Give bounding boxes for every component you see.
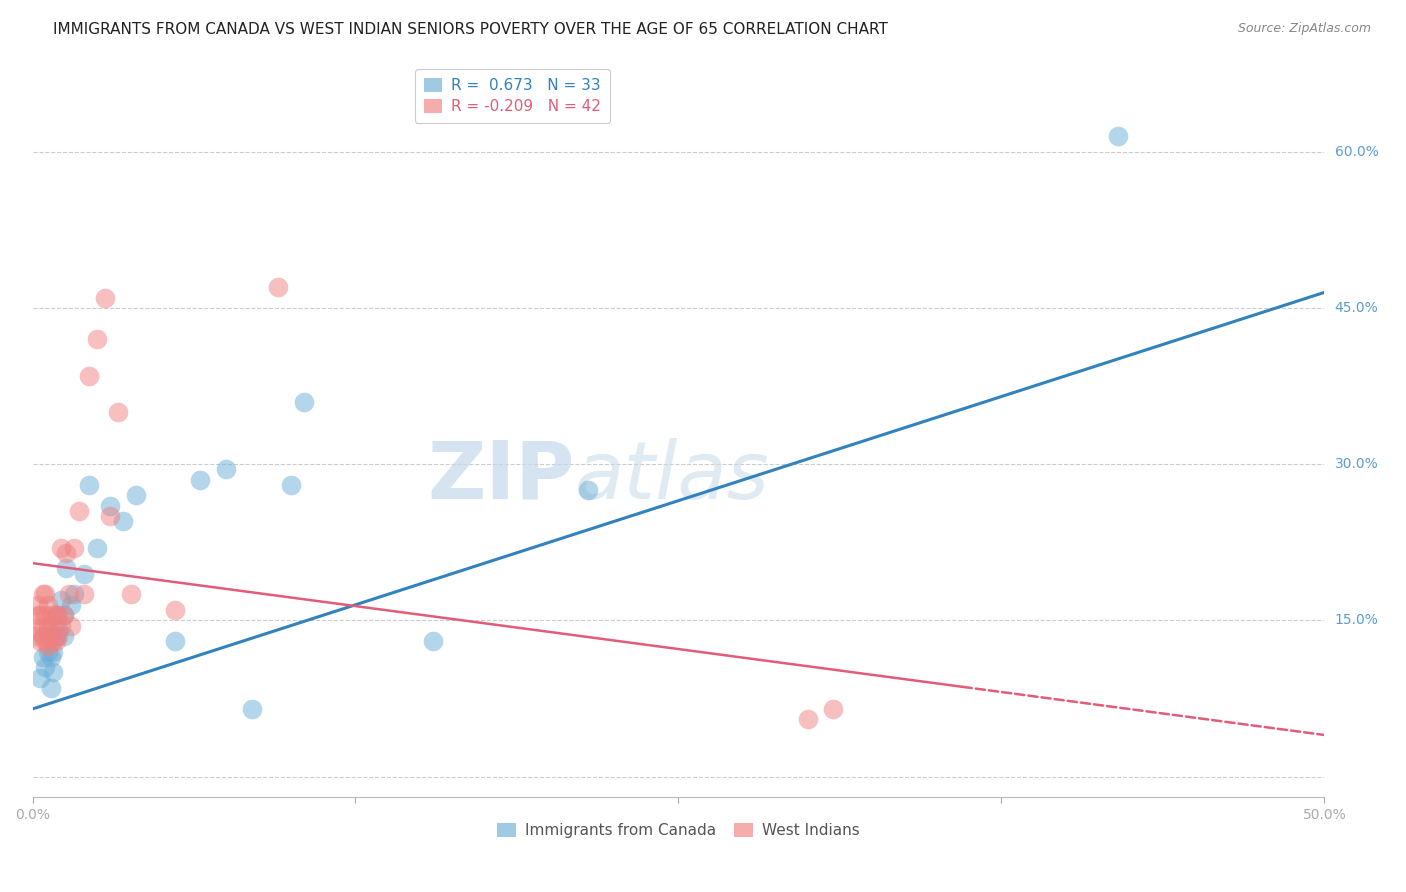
Point — [34, 634, 56, 648]
Point — [60, 618, 83, 632]
Point — [190, 473, 212, 487]
Point — [42, 618, 65, 632]
Point — [422, 634, 444, 648]
Point — [576, 483, 599, 498]
Point — [30, 671, 52, 685]
Point — [31, 587, 53, 601]
Point — [63, 541, 86, 555]
Point — [30, 608, 52, 623]
Point — [49, 618, 72, 632]
Point — [37, 618, 59, 632]
Text: 30.0%: 30.0% — [1334, 458, 1378, 471]
Point — [163, 634, 186, 648]
Point — [49, 592, 72, 607]
Point — [55, 561, 77, 575]
Point — [34, 587, 56, 601]
Point — [45, 634, 67, 648]
Point — [31, 629, 53, 643]
Point — [280, 478, 302, 492]
Point — [125, 488, 148, 502]
Point — [796, 712, 818, 726]
Point — [27, 608, 49, 623]
Point — [45, 608, 67, 623]
Point — [46, 624, 69, 638]
Point — [46, 608, 69, 623]
Point — [98, 499, 121, 513]
Point — [267, 280, 290, 294]
Point — [52, 608, 75, 623]
Point — [60, 598, 83, 612]
Point — [52, 629, 75, 643]
Point — [79, 368, 101, 383]
Point — [86, 332, 108, 346]
Point — [39, 629, 62, 643]
Point — [86, 541, 108, 555]
Point — [45, 608, 67, 623]
Point — [37, 645, 59, 659]
Point — [37, 640, 59, 654]
Text: 60.0%: 60.0% — [1334, 145, 1378, 159]
Point — [34, 660, 56, 674]
Point — [34, 608, 56, 623]
Legend: Immigrants from Canada, West Indians: Immigrants from Canada, West Indians — [491, 817, 866, 845]
Point — [45, 629, 67, 643]
Point — [30, 634, 52, 648]
Point — [67, 504, 90, 518]
Point — [37, 598, 59, 612]
Point — [52, 608, 75, 623]
Point — [27, 624, 49, 638]
Point — [49, 541, 72, 555]
Point — [31, 618, 53, 632]
Point — [42, 645, 65, 659]
Point — [24, 629, 46, 643]
Text: Source: ZipAtlas.com: Source: ZipAtlas.com — [1237, 22, 1371, 36]
Point — [107, 405, 129, 419]
Point — [39, 608, 62, 623]
Point — [55, 546, 77, 560]
Point — [823, 702, 845, 716]
Text: IMMIGRANTS FROM CANADA VS WEST INDIAN SENIORS POVERTY OVER THE AGE OF 65 CORRELA: IMMIGRANTS FROM CANADA VS WEST INDIAN SE… — [53, 22, 889, 37]
Point — [46, 629, 69, 643]
Point — [79, 478, 101, 492]
Point — [37, 624, 59, 638]
Point — [42, 634, 65, 648]
Point — [163, 603, 186, 617]
Point — [120, 587, 142, 601]
Point — [27, 598, 49, 612]
Point — [98, 509, 121, 524]
Point — [73, 587, 96, 601]
Point — [58, 587, 80, 601]
Point — [31, 649, 53, 664]
Text: ZIP: ZIP — [427, 438, 575, 516]
Text: 15.0%: 15.0% — [1334, 614, 1378, 627]
Point — [39, 649, 62, 664]
Point — [39, 681, 62, 695]
Point — [42, 665, 65, 680]
Point — [73, 566, 96, 581]
Text: atlas: atlas — [575, 438, 770, 516]
Point — [94, 291, 117, 305]
Point — [63, 587, 86, 601]
Point — [1107, 129, 1129, 144]
Text: 45.0%: 45.0% — [1334, 301, 1378, 315]
Point — [240, 702, 263, 716]
Point — [111, 515, 134, 529]
Point — [215, 462, 238, 476]
Point — [292, 394, 315, 409]
